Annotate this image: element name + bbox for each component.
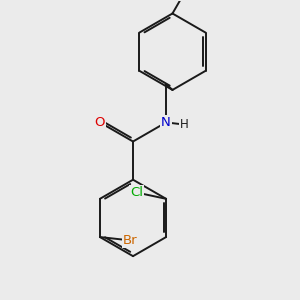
Text: Br: Br: [123, 234, 138, 247]
Text: Cl: Cl: [130, 186, 143, 199]
Text: O: O: [95, 116, 105, 129]
Text: N: N: [161, 116, 171, 129]
Text: H: H: [180, 118, 188, 131]
